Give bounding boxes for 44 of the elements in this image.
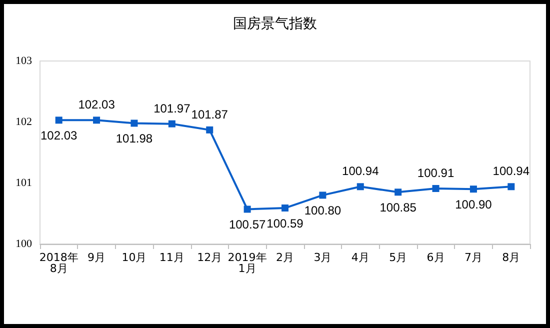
- x-tick-label: 3月: [314, 251, 332, 264]
- point: [93, 116, 100, 124]
- y-tick-label: 100: [16, 238, 32, 250]
- x-tick-label: 2月: [276, 251, 294, 264]
- data-label: 100.57: [228, 218, 266, 232]
- data-label: 100.91: [417, 166, 454, 180]
- y-tick-label: 102: [16, 116, 32, 128]
- data-label: 101.97: [154, 101, 191, 116]
- y-tick-label: 101: [16, 177, 32, 189]
- data-label: 100.94: [492, 164, 530, 178]
- x-tick-label: 2019年1月: [228, 251, 267, 275]
- data-label: 100.94: [342, 164, 380, 178]
- data-label: 100.85: [380, 200, 417, 215]
- x-tick-label: 8月: [502, 251, 520, 264]
- chart-title: 国房景气指数: [233, 16, 317, 32]
- x-tick-label: 12月: [197, 251, 222, 264]
- x-tick-label: 9月: [88, 251, 106, 264]
- point: [470, 186, 477, 193]
- point: [168, 120, 176, 128]
- point: [55, 116, 62, 124]
- point: [319, 192, 326, 199]
- data-label: 100.59: [266, 216, 304, 231]
- x-tick-label: 11月: [159, 251, 184, 264]
- point: [130, 120, 138, 127]
- data-label: 102.03: [78, 98, 116, 112]
- point: [508, 183, 515, 190]
- x-tick-label: 6月: [426, 251, 445, 264]
- x-tick-label: 5月: [389, 251, 408, 264]
- data-label: 102.03: [40, 128, 78, 143]
- data-label: 101.87: [191, 107, 228, 122]
- point: [356, 183, 364, 190]
- point: [244, 206, 251, 213]
- y-tick-label: 103: [16, 55, 32, 67]
- point: [432, 184, 440, 192]
- data-label: 101.98: [116, 132, 153, 146]
- x-tick-label: 2018年8月: [39, 251, 78, 275]
- x-tick-label: 10月: [122, 251, 147, 264]
- data-label: 100.90: [455, 198, 492, 212]
- x-tick-label: 4月: [351, 251, 370, 264]
- point: [206, 126, 214, 134]
- x-tick-label: 7月: [464, 251, 482, 264]
- data-label: 100.80: [304, 204, 342, 218]
- point: [282, 204, 288, 212]
- point: [394, 188, 402, 196]
